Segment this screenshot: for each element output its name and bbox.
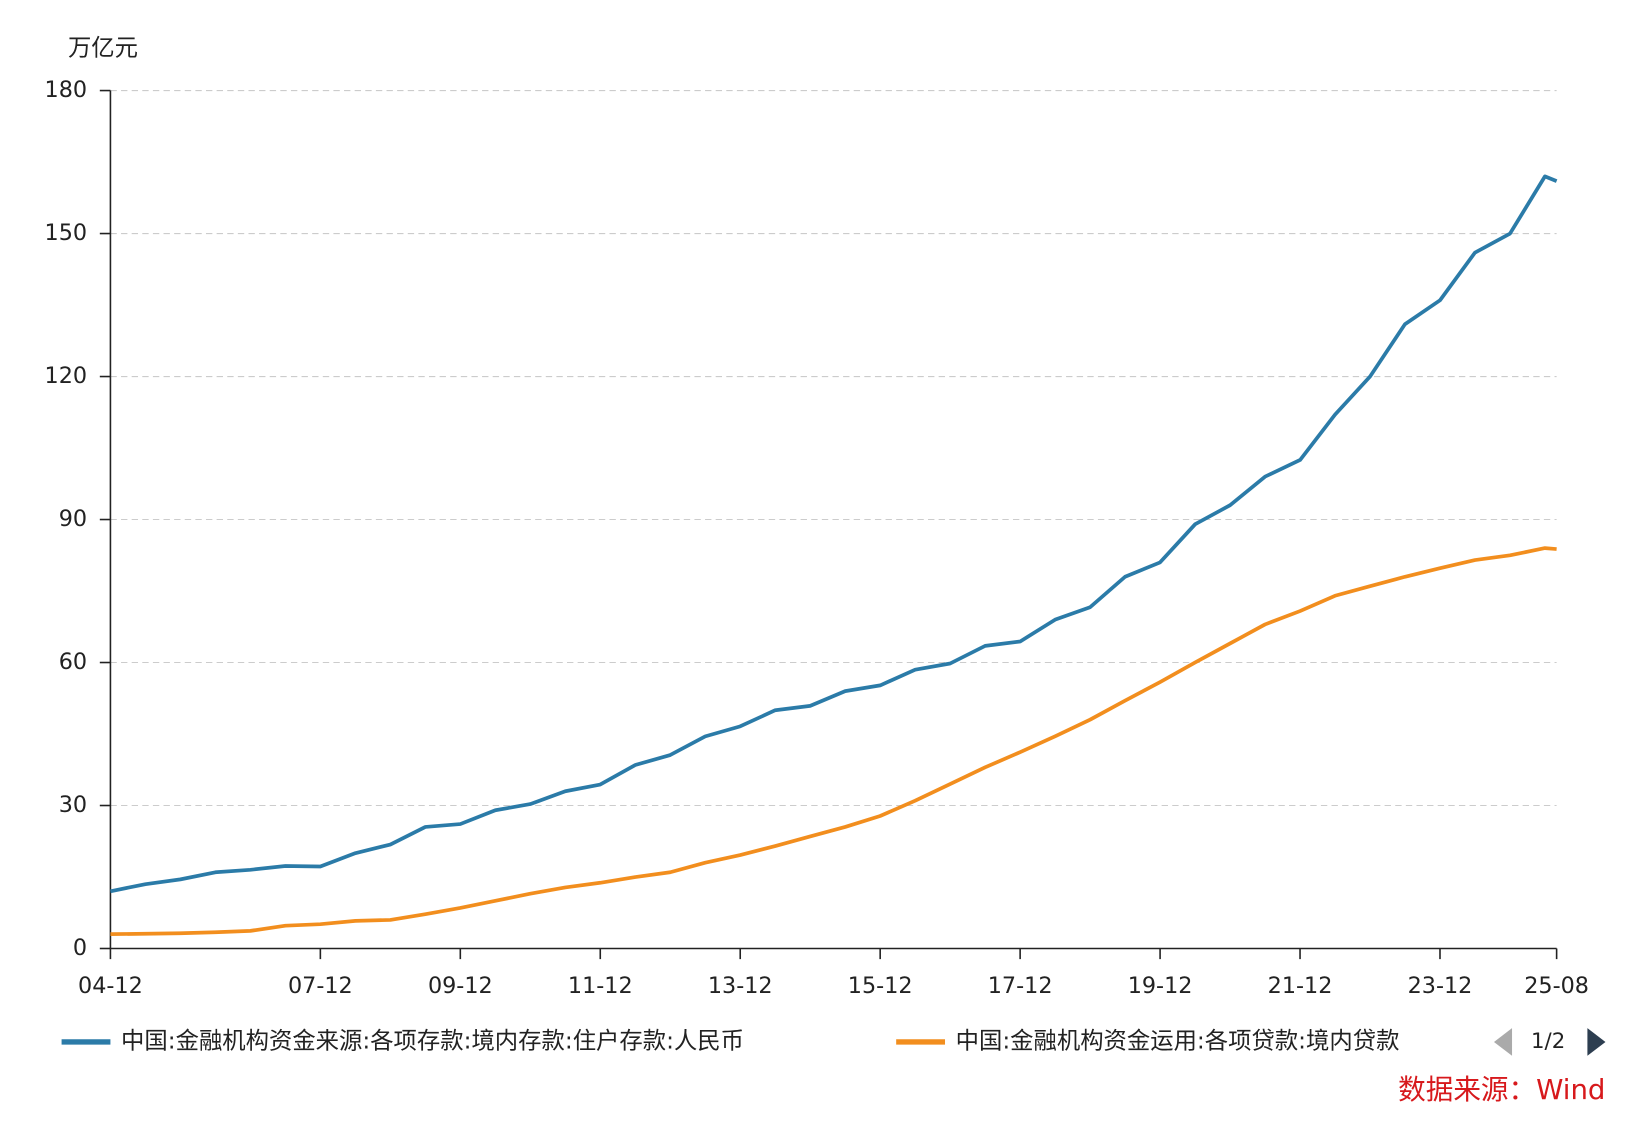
- y-tick-label: 90: [59, 506, 87, 532]
- x-tick-label: 13-12: [708, 973, 773, 999]
- x-tick-label: 09-12: [428, 973, 493, 999]
- y-tick-label: 60: [59, 649, 87, 675]
- x-tick-label: 11-12: [568, 973, 633, 999]
- x-tick-label: 07-12: [288, 973, 353, 999]
- y-unit: 万亿元: [68, 34, 138, 62]
- x-tick-label: 23-12: [1408, 973, 1473, 999]
- x-tick-label: 25-08: [1524, 973, 1589, 999]
- y-tick-label: 120: [45, 363, 88, 389]
- legend-label: 中国:金融机构资金运用:各项贷款:境内贷款: [956, 1026, 1400, 1054]
- source: 数据来源：Wind: [1398, 1073, 1605, 1106]
- y-tick-label: 0: [73, 935, 87, 961]
- y-tick-label: 150: [45, 220, 88, 246]
- legend-item: 中国:金融机构资金运用:各项贷款:境内贷款: [896, 1026, 1399, 1054]
- legend-label: 中国:金融机构资金来源:各项存款:境内存款:住户存款:人民币: [121, 1026, 744, 1054]
- x-tick-label: 17-12: [988, 973, 1053, 999]
- series-line: [110, 174, 1558, 894]
- x-tick-label: 15-12: [848, 973, 913, 999]
- legend-prev[interactable]: [1493, 1028, 1513, 1056]
- series-line: [110, 546, 1557, 937]
- y-tick-label: 30: [59, 792, 87, 818]
- legend-item: 中国:金融机构资金来源:各项存款:境内存款:住户存款:人民币: [61, 1026, 744, 1054]
- x-tick-label: 04-12: [78, 973, 143, 999]
- x-tick-label: 21-12: [1268, 973, 1333, 999]
- legend-page: 1/2: [1531, 1029, 1565, 1054]
- x-tick-label: 19-12: [1128, 973, 1193, 999]
- legend-next[interactable]: [1587, 1028, 1606, 1056]
- y-tick-label: 180: [45, 77, 88, 103]
